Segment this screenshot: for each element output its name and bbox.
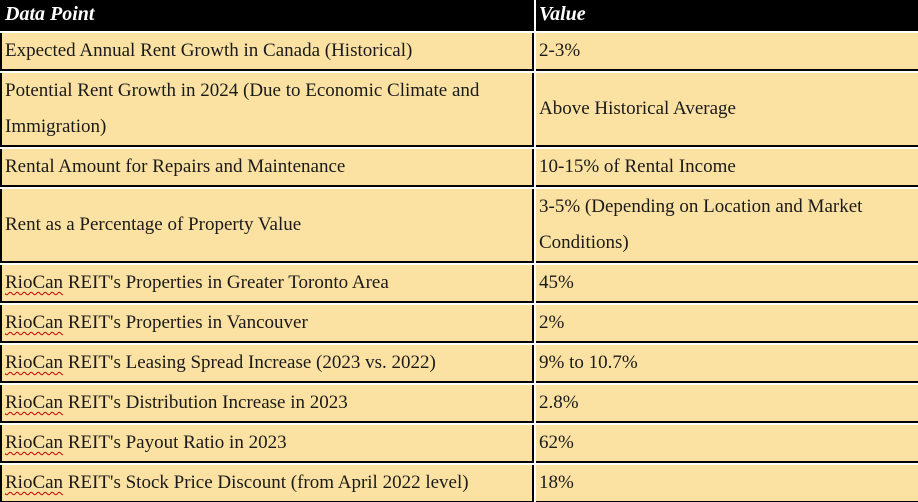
value-cell[interactable]: 18% (536, 465, 918, 502)
header-row: Data Point Value (0, 0, 918, 31)
data-point-cell[interactable]: Expected Annual Rent Growth in Canada (H… (0, 33, 534, 71)
table-row: RioCan REIT's Properties in Greater Toro… (0, 265, 918, 303)
value-cell[interactable]: 9% to 10.7% (536, 345, 918, 383)
table-row: Potential Rent Growth in 2024 (Due to Ec… (0, 73, 918, 147)
table-row: RioCan REIT's Payout Ratio in 2023 62% (0, 425, 918, 463)
data-point-cell[interactable]: Potential Rent Growth in 2024 (Due to Ec… (0, 73, 534, 147)
data-point-cell[interactable]: RioCan REIT's Leasing Spread Increase (2… (0, 345, 534, 383)
table-header: Data Point Value (0, 0, 918, 31)
data-point-cell[interactable]: Rent as a Percentage of Property Value (0, 189, 534, 263)
table-row: Rental Amount for Repairs and Maintenanc… (0, 149, 918, 187)
misspelled-word: RioCan (5, 432, 64, 453)
value-cell[interactable]: 2% (536, 305, 918, 343)
table-row: RioCan REIT's Leasing Spread Increase (2… (0, 345, 918, 383)
misspelled-word: RioCan (5, 272, 64, 293)
table-row: RioCan REIT's Distribution Increase in 2… (0, 385, 918, 423)
value-cell[interactable]: 2.8% (536, 385, 918, 423)
value-cell[interactable]: 45% (536, 265, 918, 303)
data-point-cell[interactable]: RioCan REIT's Payout Ratio in 2023 (0, 425, 534, 463)
data-point-cell[interactable]: RioCan REIT's Stock Price Discount (from… (0, 465, 534, 502)
misspelled-word: RioCan (5, 312, 64, 333)
data-point-cell[interactable]: RioCan REIT's Properties in Greater Toro… (0, 265, 534, 303)
misspelled-word: RioCan (5, 352, 64, 373)
misspelled-word: RioCan (5, 392, 64, 413)
value-cell[interactable]: 2-3% (536, 33, 918, 71)
data-point-cell[interactable]: Rental Amount for Repairs and Maintenanc… (0, 149, 534, 187)
value-cell[interactable]: 10-15% of Rental Income (536, 149, 918, 187)
data-point-cell[interactable]: RioCan REIT's Distribution Increase in 2… (0, 385, 534, 423)
misspelled-word: RioCan (5, 472, 64, 493)
header-cell-data-point[interactable]: Data Point (0, 0, 534, 31)
table-row: Expected Annual Rent Growth in Canada (H… (0, 33, 918, 71)
table-body: Expected Annual Rent Growth in Canada (H… (0, 33, 918, 502)
table-row: Rent as a Percentage of Property Value 3-… (0, 189, 918, 263)
data-point-cell[interactable]: RioCan REIT's Properties in Vancouver (0, 305, 534, 343)
table-row: RioCan REIT's Stock Price Discount (from… (0, 465, 918, 502)
value-cell[interactable]: 3-5% (Depending on Location and Market C… (536, 189, 918, 263)
value-cell[interactable]: 62% (536, 425, 918, 463)
value-cell[interactable]: Above Historical Average (536, 73, 918, 147)
header-cell-value[interactable]: Value (536, 0, 918, 31)
table-row: RioCan REIT's Properties in Vancouver 2% (0, 305, 918, 343)
